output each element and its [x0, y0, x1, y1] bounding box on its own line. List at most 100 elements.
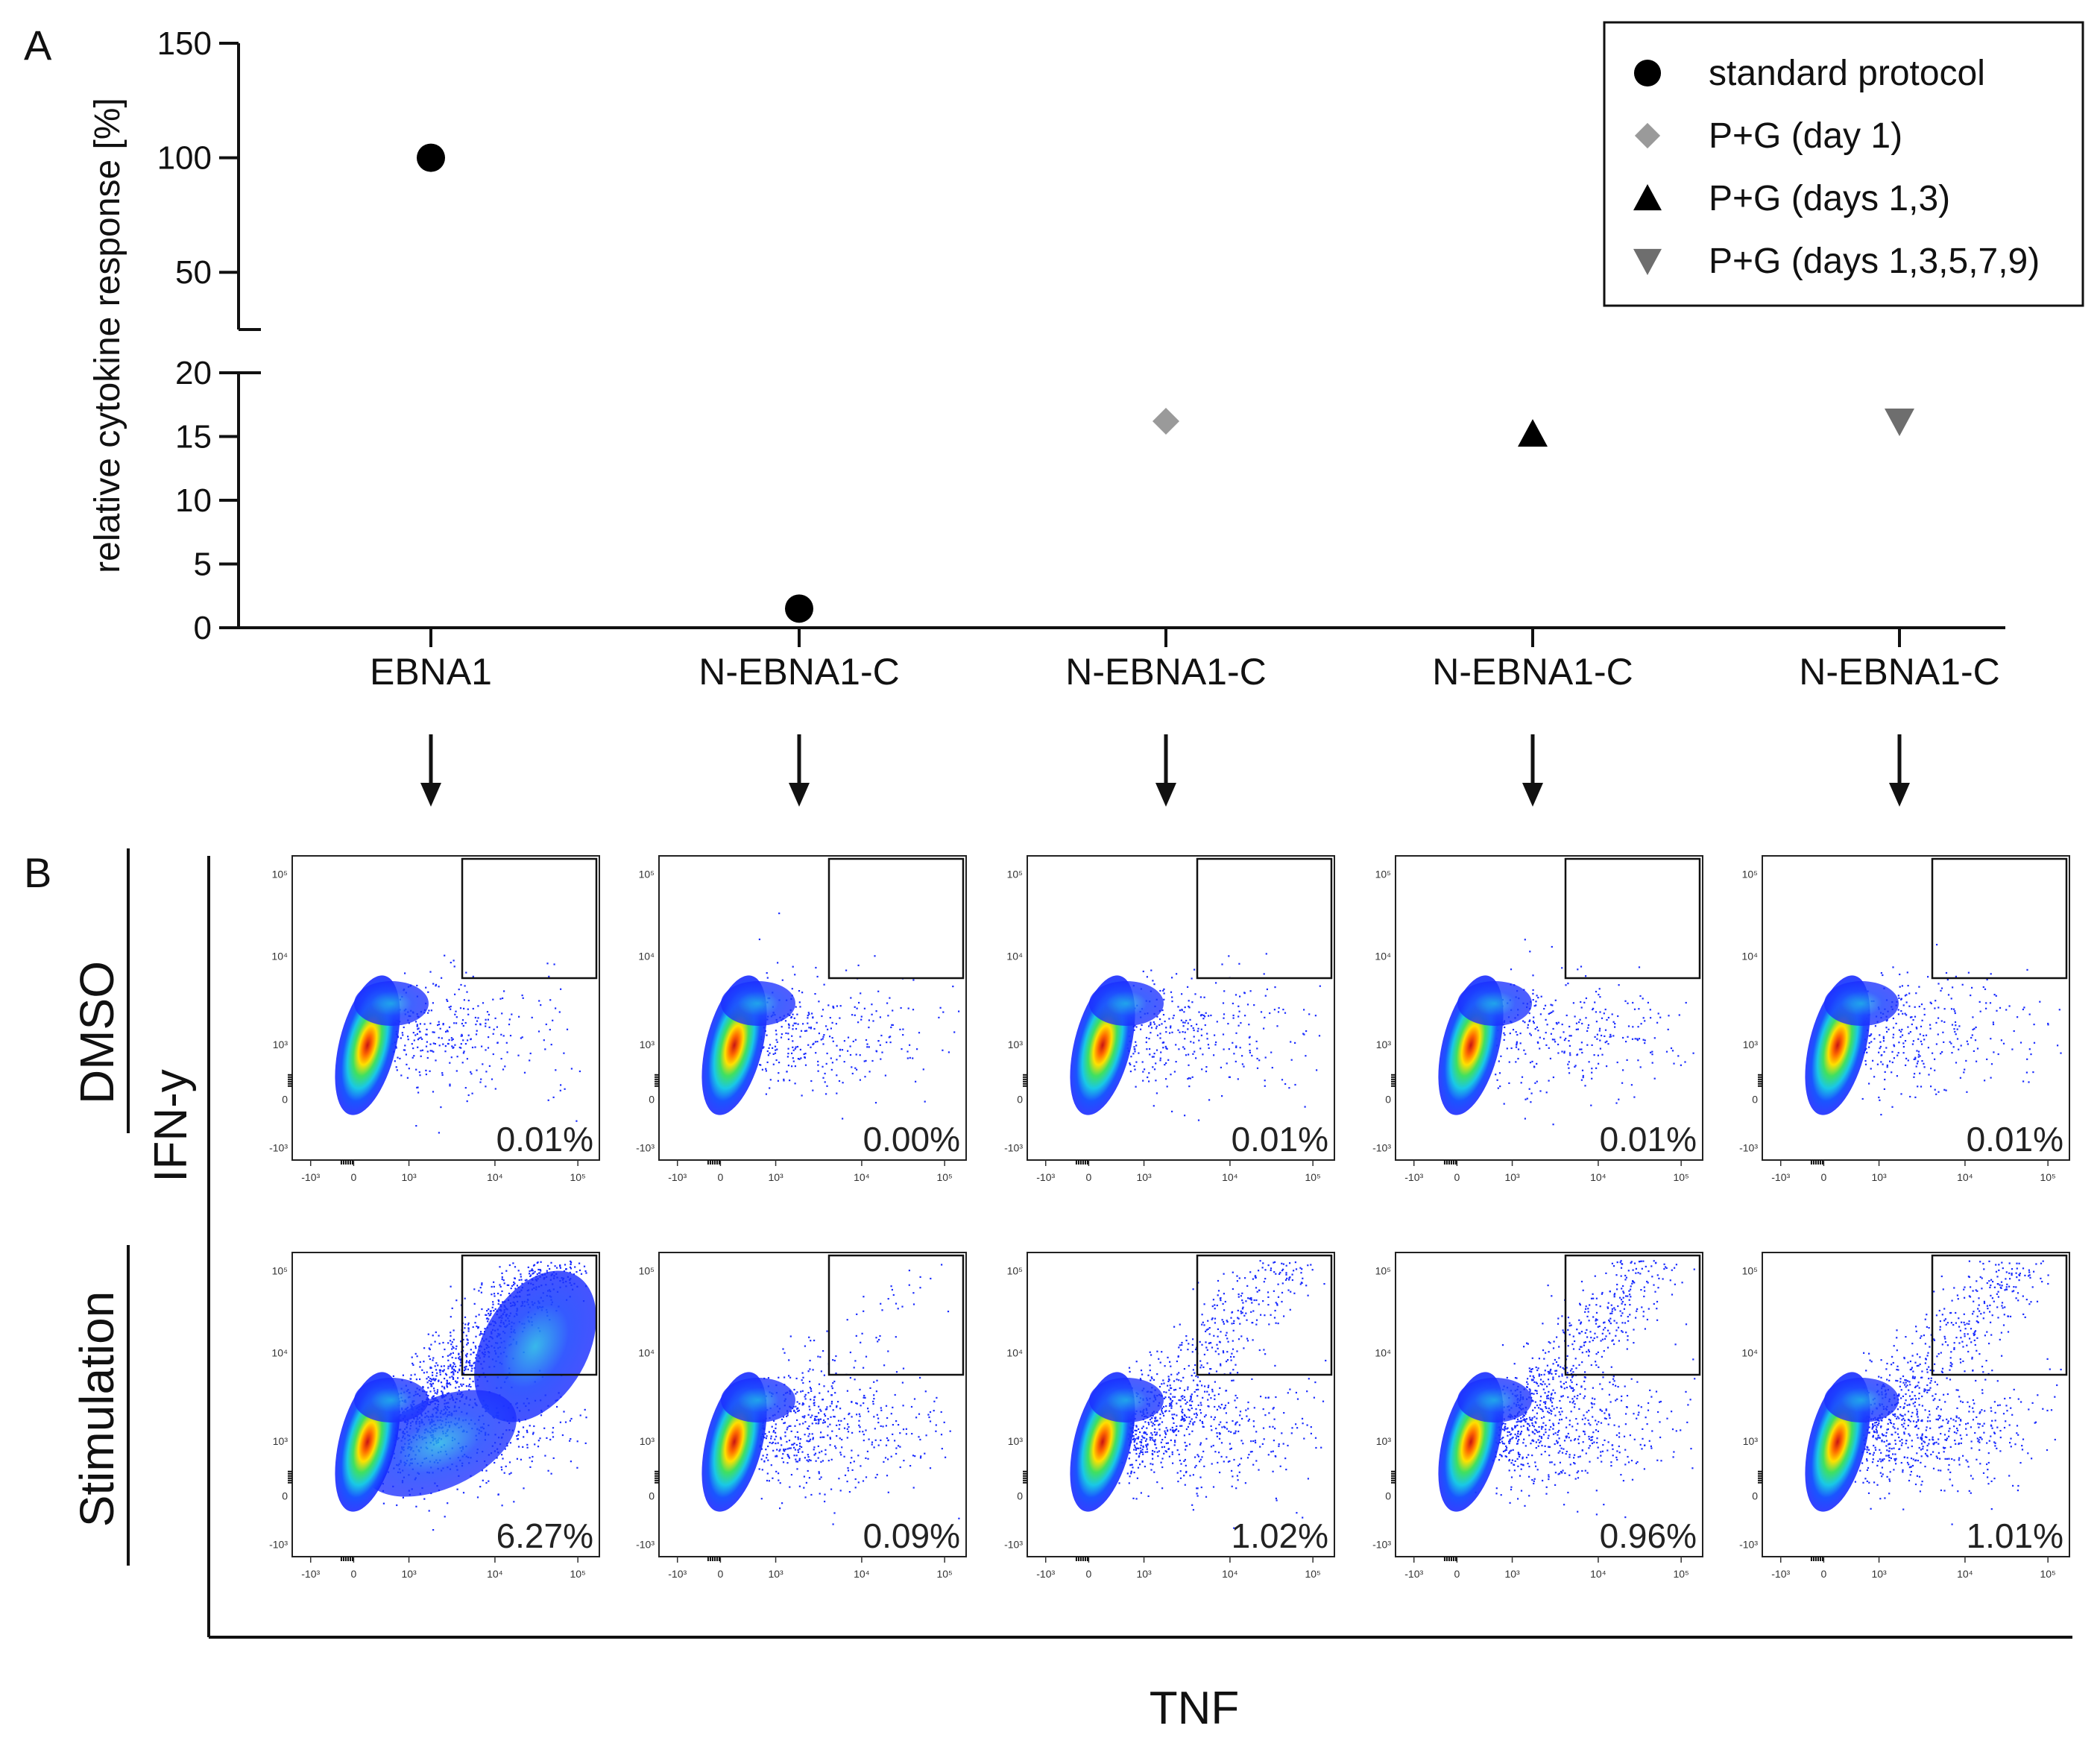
- event: [412, 1362, 414, 1364]
- event: [769, 1052, 771, 1054]
- event: [464, 1297, 466, 1299]
- gate-percentage: 6.27%: [496, 1516, 593, 1555]
- y-tick-label: -10³: [269, 1142, 288, 1154]
- event: [1237, 1338, 1240, 1340]
- event: [1202, 1425, 1204, 1428]
- event: [792, 1028, 794, 1030]
- event: [1129, 1452, 1131, 1454]
- event: [1567, 983, 1569, 985]
- event: [836, 1435, 838, 1437]
- event: [768, 1480, 770, 1482]
- event: [1180, 1463, 1182, 1465]
- event: [833, 1006, 835, 1009]
- event: [807, 1414, 810, 1416]
- event: [461, 1062, 464, 1064]
- event: [1252, 1322, 1254, 1324]
- event: [522, 997, 524, 999]
- event: [1235, 1422, 1237, 1424]
- event: [1284, 1012, 1287, 1014]
- event: [1565, 1417, 1568, 1419]
- event: [796, 1460, 799, 1463]
- event: [508, 1264, 511, 1267]
- plot-frame: [1762, 855, 2070, 1161]
- event: [918, 1436, 920, 1438]
- event: [1251, 1451, 1253, 1453]
- event: [1650, 1051, 1652, 1053]
- event: [795, 1455, 798, 1457]
- event: [832, 1005, 834, 1008]
- event: [1967, 971, 1970, 974]
- event: [908, 1270, 910, 1272]
- event: [1214, 1308, 1216, 1310]
- event: [1642, 1039, 1645, 1041]
- event: [429, 1050, 432, 1052]
- event: [584, 1270, 587, 1273]
- event: [933, 1410, 935, 1412]
- event: [1530, 1443, 1532, 1445]
- event: [848, 1491, 851, 1493]
- event: [417, 1027, 420, 1030]
- event: [455, 1348, 457, 1350]
- event: [1604, 1035, 1606, 1037]
- event: [1973, 1027, 1976, 1030]
- event: [1141, 1024, 1143, 1027]
- event: [1207, 1386, 1209, 1388]
- event: [508, 1473, 511, 1475]
- event: [1214, 1381, 1216, 1383]
- event: [1882, 1040, 1885, 1042]
- event: [1162, 1405, 1165, 1408]
- event: [1182, 1046, 1185, 1048]
- event: [1586, 1030, 1589, 1032]
- event: [770, 1435, 772, 1437]
- event: [1194, 1364, 1196, 1367]
- event: [1952, 1046, 1955, 1048]
- event: [1164, 1430, 1166, 1432]
- event: [1201, 1314, 1203, 1316]
- event: [1170, 991, 1173, 993]
- event: [487, 1047, 490, 1049]
- event: [1529, 1062, 1532, 1064]
- event: [1196, 1395, 1199, 1397]
- event: [430, 1380, 432, 1383]
- event: [452, 1365, 455, 1367]
- event: [1255, 1323, 1258, 1326]
- density-shoulder: [1457, 981, 1532, 1026]
- event: [1249, 1043, 1251, 1045]
- event: [775, 1470, 778, 1472]
- event: [892, 1433, 894, 1435]
- event: [787, 1455, 789, 1458]
- event: [1891, 1061, 1894, 1064]
- event: [805, 1481, 807, 1484]
- event: [1905, 994, 1908, 996]
- event: [1246, 1319, 1248, 1321]
- event: [532, 1272, 535, 1274]
- event: [1296, 1512, 1298, 1514]
- event: [440, 1381, 443, 1384]
- event: [1155, 1434, 1158, 1436]
- event: [438, 1369, 441, 1371]
- event: [1147, 1495, 1150, 1497]
- event: [1273, 1407, 1275, 1409]
- event: [832, 1523, 834, 1525]
- event: [1237, 1430, 1240, 1433]
- event: [1233, 1355, 1235, 1358]
- event: [847, 1467, 849, 1469]
- event: [1178, 1346, 1180, 1349]
- event: [1164, 1396, 1167, 1399]
- event: [1884, 1078, 1886, 1081]
- event: [1145, 1041, 1147, 1044]
- event: [938, 1016, 940, 1018]
- event: [886, 1002, 889, 1004]
- event: [517, 1270, 520, 1272]
- event: [1241, 1299, 1243, 1302]
- event: [550, 1472, 552, 1475]
- event: [560, 1084, 562, 1086]
- event: [1568, 1040, 1570, 1042]
- event: [1175, 1061, 1177, 1063]
- event: [1162, 1042, 1164, 1044]
- event: [796, 1401, 798, 1403]
- event: [419, 1361, 421, 1363]
- event: [1202, 1321, 1204, 1323]
- event: [796, 1419, 798, 1421]
- event: [1149, 1351, 1151, 1353]
